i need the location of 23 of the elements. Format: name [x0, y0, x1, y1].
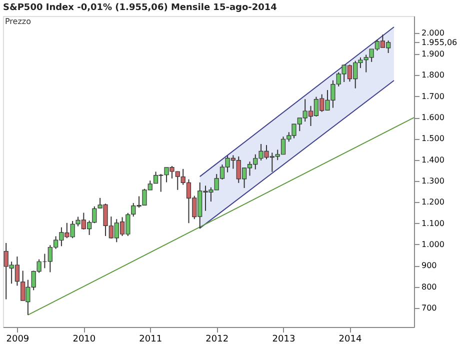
y-tick-label: 1.200: [422, 198, 444, 207]
x-tick-label: 2014: [338, 334, 362, 344]
y-tick-label: 1.700: [422, 92, 444, 101]
y-tick-label: 1.400: [422, 155, 444, 164]
x-tick-label: 2012: [206, 334, 229, 344]
x-tick-label: 2011: [139, 334, 162, 344]
annotation: Prezzo: [5, 17, 32, 26]
y-tick-label: 2.000: [422, 28, 444, 38]
x-tick-label: 2013: [272, 334, 296, 344]
y-tick-label: 1.300: [422, 176, 444, 186]
y-tick-label: 700: [422, 303, 437, 312]
y-tick-label: 1.000: [422, 240, 444, 249]
x-tick-label: 2010: [72, 334, 96, 344]
chart-title: S&P500 Index -0,01% (1.955,06) Mensile 15-ago-2014: [3, 3, 277, 13]
y-tick-label: 1.900: [422, 50, 444, 59]
y-tick-label: 1.800: [422, 70, 444, 80]
y-tick-label: 1.500: [422, 134, 444, 144]
y-tick-label: 800: [422, 282, 437, 292]
y-tick-label: 1.600: [422, 113, 444, 122]
y-tick-label: 900: [422, 261, 437, 270]
x-tick-label: 2009: [6, 334, 30, 344]
y-tick-label: 1.100: [422, 218, 444, 228]
y-tick-label: 1.955,06: [422, 38, 458, 47]
